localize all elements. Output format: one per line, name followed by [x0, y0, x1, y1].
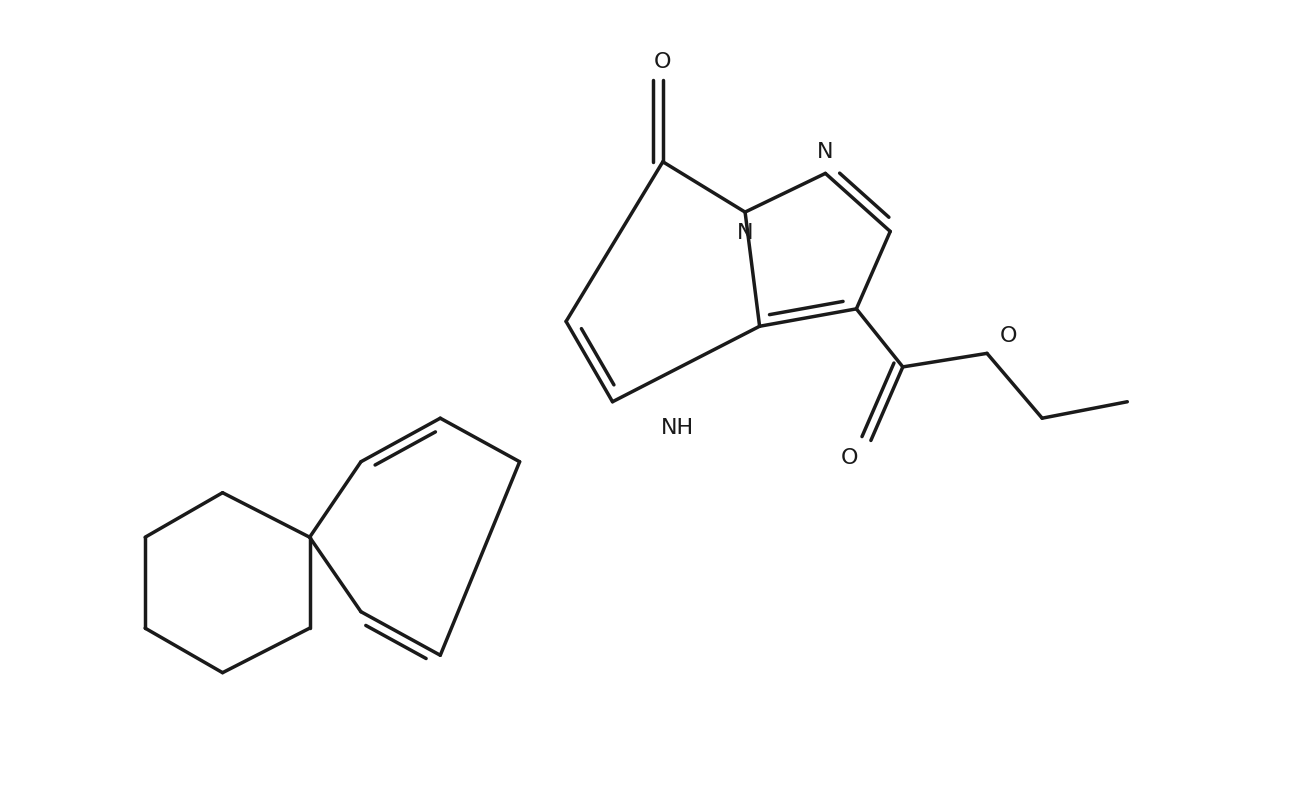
Text: O: O	[1000, 326, 1017, 346]
Text: N: N	[817, 142, 833, 162]
Text: O: O	[654, 52, 671, 72]
Text: N: N	[737, 223, 753, 243]
Text: O: O	[841, 448, 858, 468]
Text: NH: NH	[661, 418, 694, 438]
